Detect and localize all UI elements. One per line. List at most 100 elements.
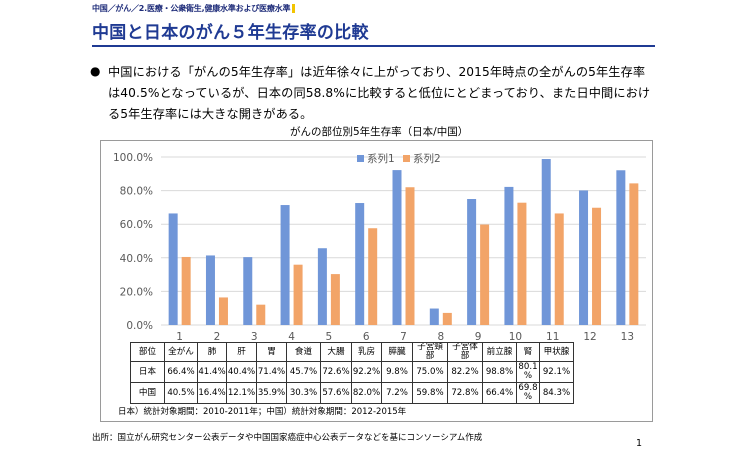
y-tick-label: 80.0% (120, 186, 153, 198)
bar-series1 (579, 190, 589, 325)
bar-series1 (205, 255, 215, 325)
table-cell: 92.1% (539, 361, 574, 383)
table-cell: 肺 (197, 342, 227, 362)
table-cell: 69.8 % (516, 382, 540, 404)
legend-swatch (357, 155, 364, 162)
x-tick-label: 5 (326, 331, 333, 343)
bar-series2 (293, 264, 303, 325)
bar-series2 (405, 187, 415, 325)
table-cell: 食道 (286, 342, 321, 362)
bar-series1 (467, 199, 477, 325)
table-cell: 84.3% (539, 382, 574, 404)
table-cell: 40.5% (164, 382, 198, 404)
table-cell: 98.8% (482, 361, 517, 383)
bar-series1 (168, 213, 178, 325)
table-cell: 7.2% (381, 382, 413, 404)
y-tick-label: 40.0% (120, 253, 153, 265)
bar-series2 (480, 224, 490, 325)
table-header-row: 部位 全がん肺肝胃食道 大腸 乳房 膵臓 子宮頸部 子宮体部 前立腺腎甲状腺 (130, 342, 574, 362)
bar-series1 (541, 159, 551, 325)
x-tick-label: 1 (176, 331, 183, 343)
table-cell: 腎 (516, 342, 540, 362)
legend-swatch (403, 155, 410, 162)
x-tick-label: 12 (583, 331, 596, 343)
table-cell: 66.4% (482, 382, 517, 404)
table-cell: 59.8% (412, 382, 448, 404)
summary-paragraph: 中国における「がんの5年生存率」は近年徐々に上がっており、2015年時点の全がん… (108, 65, 651, 121)
table-cell: 大腸 (320, 342, 352, 362)
x-tick-label: 4 (288, 331, 295, 343)
table-cell: 乳房 (351, 342, 382, 362)
x-tick-label: 3 (251, 331, 258, 343)
x-tick-label: 7 (400, 331, 407, 343)
x-tick-label: 10 (509, 331, 522, 343)
breadcrumb-accent (292, 4, 296, 13)
bar-series1 (355, 203, 365, 325)
y-tick-label: 100.0% (113, 152, 153, 164)
y-tick-label: 20.0% (120, 286, 153, 298)
bar-chart: 0.0%20.0%40.0%60.0%80.0%100.0%1 2 3 4 5 6 7 8 9 1… (113, 152, 646, 343)
table-cell: 肝 (226, 342, 257, 362)
x-tick-label: 8 (437, 331, 444, 343)
bar-series1 (280, 205, 290, 325)
page-number: 1 (636, 438, 643, 449)
table-cell: 胃 (256, 342, 287, 362)
bar-series1 (392, 170, 402, 325)
table-cell: 66.4% (164, 361, 198, 383)
x-tick-label: 11 (546, 331, 559, 343)
legend-label: 系列2 (413, 152, 441, 165)
page-title: 中国と日本のがん５年生存率の比較 (92, 23, 369, 43)
bar-series2 (554, 213, 564, 325)
bar-series2 (256, 304, 266, 325)
breadcrumb-text: 中国／がん／2.医療・公衆衛生,健康水準および医療水準 (92, 4, 291, 13)
table-cell: 中国 (130, 382, 165, 404)
table-cell: 16.4% (197, 382, 227, 404)
bar-series2 (629, 183, 639, 325)
table-cell: 35.9% (256, 382, 287, 404)
x-tick-label: 2 (214, 331, 221, 343)
bar-series1 (429, 308, 439, 325)
y-tick-label: 60.0% (120, 219, 153, 231)
bar-series1 (504, 186, 514, 325)
table-cell: 72.6% (320, 361, 352, 383)
bar-series1 (616, 170, 626, 325)
y-tick-label: 0.0% (126, 320, 153, 332)
bar-series2 (330, 274, 340, 325)
bar-series2 (517, 202, 527, 325)
table-cell: 75.0% (412, 361, 448, 383)
table-cell: 80.1 % (516, 361, 540, 383)
table-cell: 膵臓 (381, 342, 413, 362)
legend-label: 系列1 (367, 152, 395, 165)
bar-series1 (317, 248, 327, 325)
table-cell: 9.8% (381, 361, 413, 383)
table-cell: 12.1% (226, 382, 257, 404)
bar-series2 (218, 297, 228, 325)
table-cell: 71.4% (256, 361, 287, 383)
table-cell: 前立腺 (482, 342, 517, 362)
breadcrumb: 中国／がん／2.医療・公衆衛生,健康水準および医療水準 (92, 3, 296, 14)
x-tick-label: 13 (621, 331, 634, 343)
bar-series1 (243, 257, 253, 325)
bullet-icon: ● (90, 64, 101, 78)
table-cell: 82.0% (351, 382, 382, 404)
x-tick-label: 6 (363, 331, 370, 343)
table-cell: 40.4% (226, 361, 257, 383)
table-cell: 92.2% (351, 361, 382, 383)
bar-series2 (592, 207, 602, 325)
table-cell: 部位 (130, 342, 165, 362)
data-table: 部位 全がん肺肝胃食道 大腸 乳房 膵臓 子宮頸部 子宮体部 前立腺腎甲状腺 日本 66.4% 41… (130, 342, 574, 404)
table-cell: 45.7% (286, 361, 321, 383)
title-divider (92, 45, 655, 47)
chart-title: がんの部位別5年生存率（日本/中国） (290, 126, 469, 138)
x-tick-label: 9 (475, 331, 482, 343)
table-cell: 30.3% (286, 382, 321, 404)
footnote: 日本）統計対象期間：2010-2011年；中国）統計対象期間：2012-2015… (118, 407, 407, 417)
table-cell: 41.4% (197, 361, 227, 383)
source-note: 出所：国立がん研究センター公表データや中国国家癌症中心公表データなどを基にコンソ… (92, 433, 483, 443)
bar-series2 (368, 228, 378, 325)
bar-series2 (442, 312, 452, 325)
table-cell: 子宮体部 (447, 342, 483, 362)
table-cell: 子宮頸部 (412, 342, 448, 362)
table-cell: 全がん (164, 342, 198, 362)
table-cell: 日本 (130, 361, 165, 383)
